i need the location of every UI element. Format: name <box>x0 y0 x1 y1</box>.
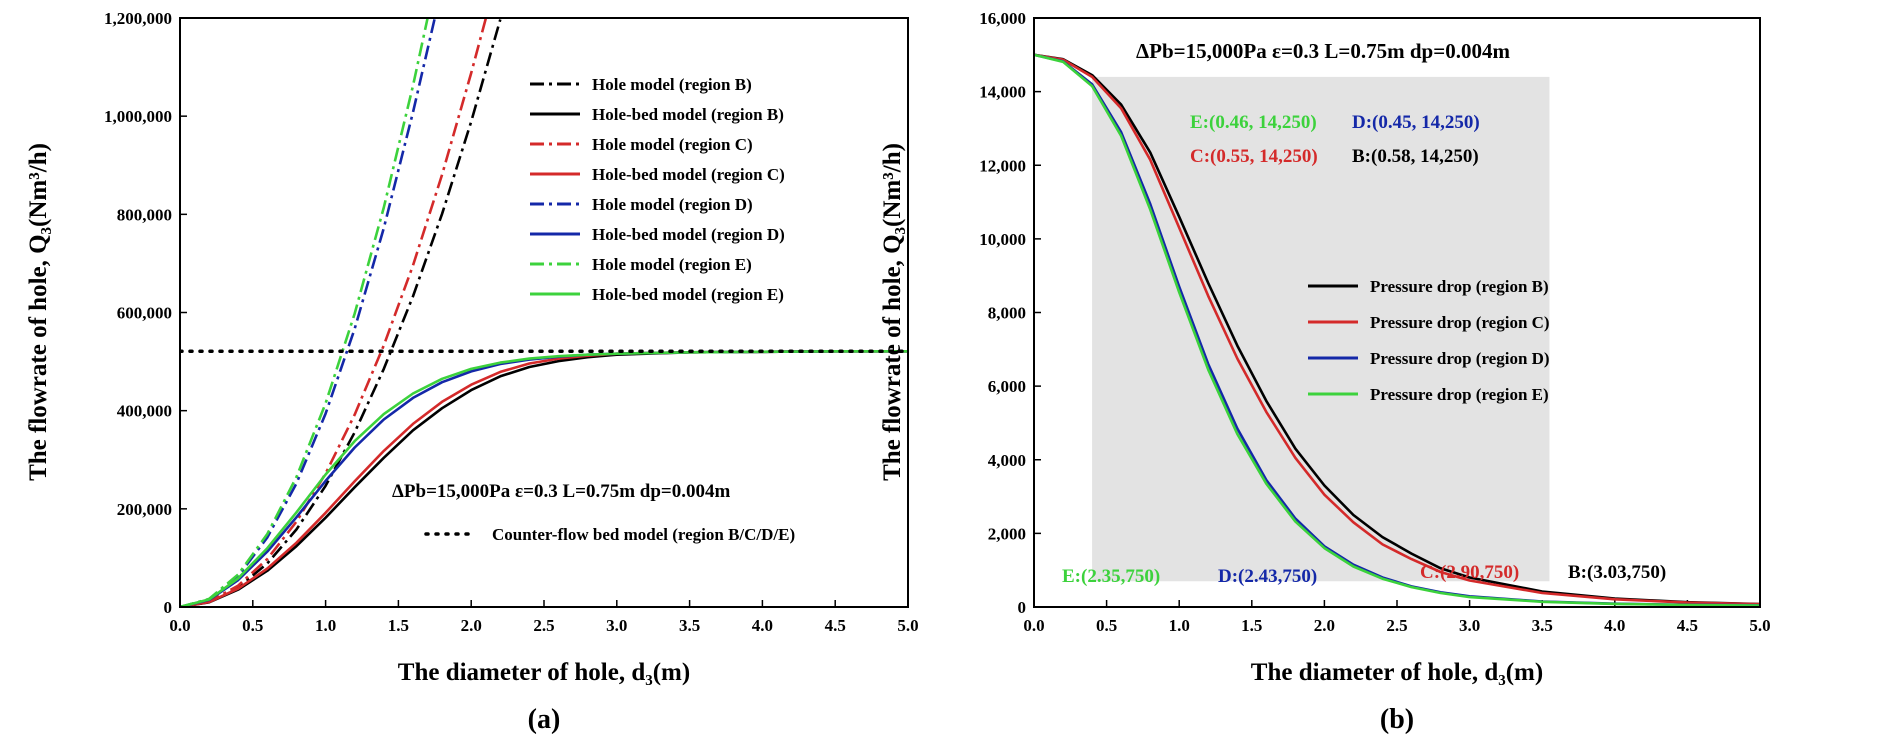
chart-b-ytick-label: 14,000 <box>979 83 1026 102</box>
series-line-a-7 <box>180 349 908 607</box>
point-note-7: B:(3.03,750) <box>1568 562 1666 583</box>
chart-a-series <box>180 18 908 607</box>
legend-label-b-1: Pressure drop (region C) <box>1370 313 1550 332</box>
chart-a-annotation: ΔPb=15,000Pa ε=0.3 L=0.75m dp=0.004m <box>392 481 730 502</box>
chart-b-series <box>1034 53 1760 607</box>
chart-a-axes: 0.0 0.5 1.0 1.5 2.0 2.5 3.0 3.5 4.0 4.5 5.0 0 200,00… <box>104 9 919 635</box>
chart-a: 0.0 0.5 1.0 1.5 2.0 2.5 3.0 3.5 4.0 4.5 5.0 0 200,00… <box>25 9 919 735</box>
chart-b: 0.0 0.5 1.0 1.5 2.0 2.5 3.0 3.5 4.0 4.5 5.0 0 2,000 4… <box>879 9 1771 735</box>
chart-a-xtick-label: 1.0 <box>315 616 336 635</box>
chart-b-shaded-region <box>1092 76 1550 582</box>
chart-b-ytick-label: 6,000 <box>988 377 1026 396</box>
series-line-a-6 <box>180 18 429 607</box>
chart-a-ytick-label: 200,000 <box>117 500 172 519</box>
point-note-1: D:(0.45, 14,250) <box>1352 112 1480 133</box>
chart-a-frame <box>179 17 909 608</box>
chart-a-ytick-label: 400,000 <box>117 402 172 421</box>
panel-label-b: (b) <box>1380 704 1414 735</box>
chart-a-xtick-label: 2.0 <box>461 616 482 635</box>
point-note-5: D:(2.43,750) <box>1218 566 1317 587</box>
legend-label-a-2: Hole model (region C) <box>592 135 753 154</box>
series-line-a-0 <box>180 19 502 607</box>
series-line-b-3 <box>1034 53 1760 607</box>
chart-a-ytick-label: 0 <box>164 598 173 617</box>
legend-label-b-0: Pressure drop (region B) <box>1370 277 1549 296</box>
chart-b-ytick-label: 10,000 <box>979 230 1026 249</box>
point-note-6: C:(2.90,750) <box>1420 562 1519 583</box>
chart-b-xtick-label: 4.0 <box>1604 616 1625 635</box>
chart-b-ytick-label: 0 <box>1018 598 1027 617</box>
legend-label-b-2: Pressure drop (region D) <box>1370 349 1550 368</box>
series-line-a-3 <box>180 349 908 607</box>
point-note-2: C:(0.55, 14,250) <box>1190 146 1318 167</box>
point-note-4: E:(2.35,750) <box>1062 566 1160 587</box>
legend-label-a-7: Hole-bed model (region E) <box>592 285 784 304</box>
chart-b-xtick-label: 1.5 <box>1241 616 1262 635</box>
chart-a-ytick-label: 1,000,000 <box>104 107 172 126</box>
chart-a-xtick-label: 2.5 <box>533 616 554 635</box>
chart-a-xtick-label: 0.5 <box>242 616 263 635</box>
chart-b-xtick-label: 2.0 <box>1314 616 1335 635</box>
legend-label-a-5: Hole-bed model (region D) <box>592 225 785 244</box>
legend-label-a-8: Counter-flow bed model (region B/C/D/E) <box>492 525 795 544</box>
chart-a-xtick-label: 4.0 <box>752 616 773 635</box>
series-line-a-5 <box>180 349 908 607</box>
chart-b-xtick-label: 2.5 <box>1386 616 1407 635</box>
chart-a-ytick-label: 800,000 <box>117 205 172 224</box>
chart-b-annotation: ΔPb=15,000Pa ε=0.3 L=0.75m dp=0.004m <box>1136 39 1510 63</box>
chart-a-xtick-label: 3.0 <box>606 616 627 635</box>
legend-label-a-1: Hole-bed model (region B) <box>592 105 784 124</box>
chart-a-xtick-label: 5.0 <box>897 616 918 635</box>
chart-a-xtick-label: 0.0 <box>169 616 190 635</box>
panel-label-a: (a) <box>528 704 561 735</box>
chart-a-ytick-label: 1,200,000 <box>104 9 172 28</box>
series-line-a-2 <box>180 18 488 607</box>
legend-label-a-6: Hole model (region E) <box>592 255 752 274</box>
chart-a-xlabel: The diameter of hole, d₃(m) <box>398 659 690 686</box>
series-line-b-0 <box>1034 53 1760 606</box>
chart-b-xtick-label: 3.0 <box>1459 616 1480 635</box>
chart-a-ytick-label: 600,000 <box>117 304 172 323</box>
point-note-0: E:(0.46, 14,250) <box>1190 112 1317 133</box>
chart-b-xtick-label: 4.5 <box>1677 616 1698 635</box>
series-line-a-1 <box>180 349 908 607</box>
chart-b-xlabel: The diameter of hole, d₃(m) <box>1251 659 1543 686</box>
chart-b-ytick-label: 16,000 <box>979 9 1026 28</box>
chart-a-xtick-label: 1.5 <box>388 616 409 635</box>
legend-label-a-0: Hole model (region B) <box>592 75 752 94</box>
chart-a-ylabel: The flowrate of hole, Q₃(Nm³/h) <box>25 143 52 481</box>
chart-b-axes: 0.0 0.5 1.0 1.5 2.0 2.5 3.0 3.5 4.0 4.5 5.0 0 2,000 4… <box>979 9 1770 635</box>
chart-b-ytick-label: 2,000 <box>988 524 1026 543</box>
legend-label-a-3: Hole-bed model (region C) <box>592 165 785 184</box>
series-line-b-1 <box>1034 53 1760 606</box>
chart-b-ytick-label: 8,000 <box>988 304 1026 323</box>
chart-b-ylabel: The flowrate of hole, Q₃(Nm³/h) <box>879 143 906 481</box>
chart-a-xtick-label: 3.5 <box>679 616 700 635</box>
chart-b-xtick-label: 0.5 <box>1096 616 1117 635</box>
point-note-3: B:(0.58, 14,250) <box>1352 146 1479 167</box>
chart-b-legend: Pressure drop (region B) Pressure drop (… <box>1308 277 1550 404</box>
chart-a-legend: Hole model (region B) Hole-bed model (re… <box>424 75 795 544</box>
chart-b-xtick-label: 5.0 <box>1749 616 1770 635</box>
chart-a-xtick-label: 4.5 <box>825 616 846 635</box>
legend-label-b-3: Pressure drop (region E) <box>1370 385 1549 404</box>
legend-label-a-4: Hole model (region D) <box>592 195 753 214</box>
chart-b-xtick-label: 3.5 <box>1532 616 1553 635</box>
chart-b-frame <box>1033 17 1761 608</box>
chart-b-ytick-label: 4,000 <box>988 451 1026 470</box>
chart-b-xtick-label: 1.0 <box>1169 616 1190 635</box>
chart-b-xtick-label: 0.0 <box>1023 616 1044 635</box>
chart-b-ytick-label: 12,000 <box>979 156 1026 175</box>
